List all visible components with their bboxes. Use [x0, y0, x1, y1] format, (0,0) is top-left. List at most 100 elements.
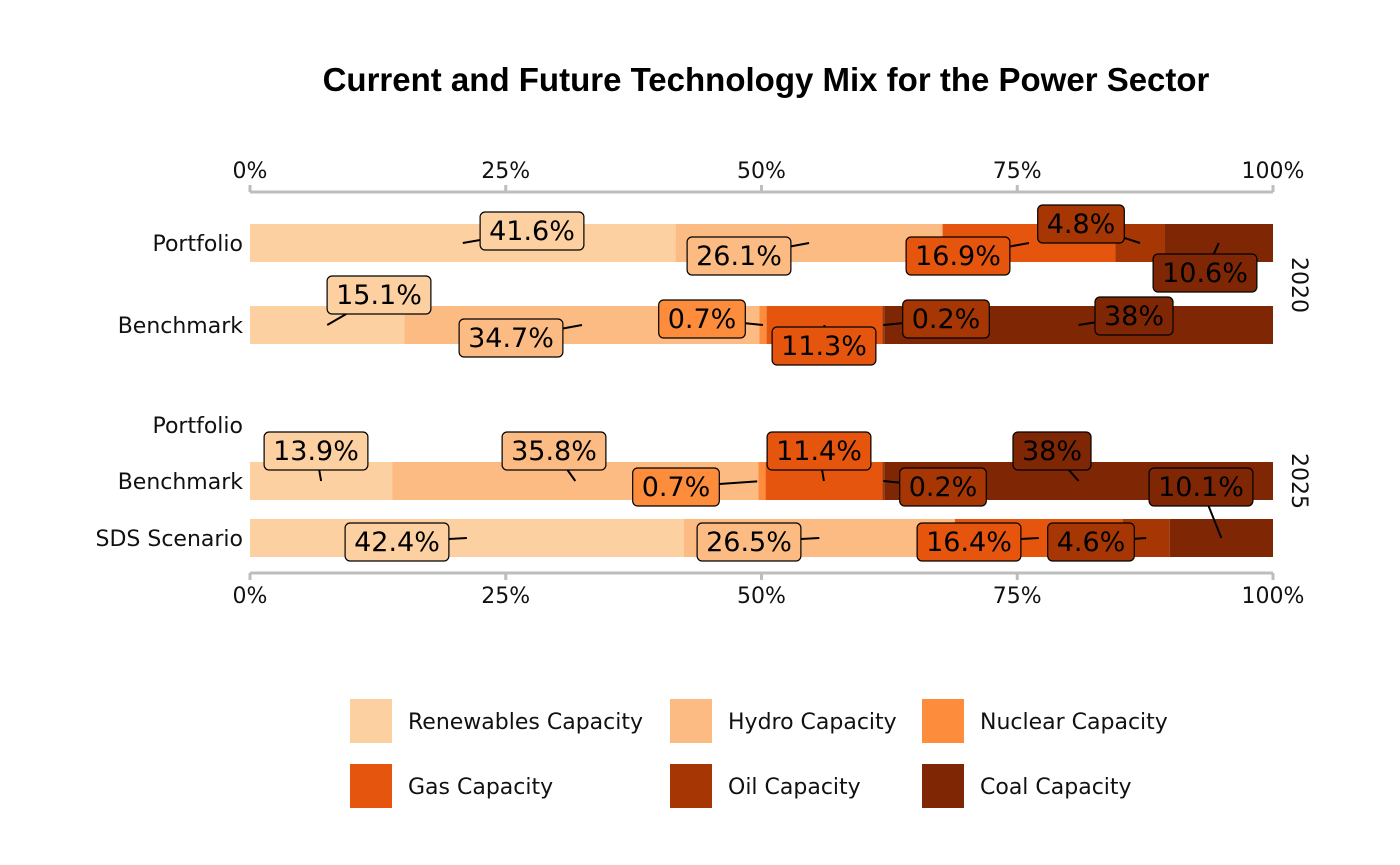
- legend-label: Nuclear Capacity: [980, 710, 1168, 735]
- data-label-box: [326, 275, 432, 315]
- data-label-text: 38%: [1022, 436, 1082, 467]
- data-label-leader: [1134, 537, 1147, 540]
- data-label-leader: [1123, 236, 1141, 244]
- axes-layer: 0% 25% 50% 75% 100% 0% 25% 50% 75% 100% 2020 Portfo…: [95, 159, 1311, 609]
- data-label-text: 10.6%: [1162, 258, 1248, 289]
- data-label-box: [458, 318, 564, 358]
- data-label-text: 16.9%: [915, 241, 1001, 272]
- data-label: 10.6%: [1152, 242, 1258, 293]
- legend-item: Oil Capacity: [670, 764, 861, 808]
- data-label-leader: [883, 480, 900, 484]
- data-label-text: 41.6%: [489, 216, 575, 247]
- data-label-leader: [566, 469, 577, 482]
- data-label-leader: [1068, 469, 1080, 482]
- data-label-box: [905, 236, 1011, 276]
- data-label-text: 38%: [1104, 301, 1164, 332]
- data-label-box: [632, 467, 720, 507]
- legend: Renewables Capacity Hydro Capacity Nuclear…: [350, 699, 1168, 808]
- legend-swatch: [922, 699, 964, 743]
- data-label-box: [766, 431, 872, 471]
- legend-item: Renewables Capacity: [350, 699, 643, 743]
- data-label-box: [344, 522, 450, 562]
- data-label-box: [771, 326, 877, 366]
- legend-label: Gas Capacity: [408, 775, 553, 800]
- data-label-text: 11.3%: [781, 331, 867, 362]
- top-axis-tick-label: 25%: [481, 159, 530, 184]
- row-label: Portfolio: [152, 414, 243, 439]
- data-labels-layer: 41.6% 26.1% 16.9% 4.8% 10.6% 15.1% 34.7% 0.7% 11…: [263, 204, 1258, 562]
- bottom-axis-tick-label: 50%: [737, 584, 786, 609]
- data-label-text: 0.2%: [909, 472, 978, 503]
- data-label-box: [916, 522, 1022, 562]
- data-label: 34.7%: [458, 318, 583, 358]
- data-label: 4.8%: [1037, 204, 1141, 244]
- data-label-leader: [883, 322, 903, 326]
- data-label: 13.9%: [263, 431, 369, 482]
- data-label-box: [479, 211, 585, 251]
- data-label-leader: [1020, 537, 1039, 541]
- data-label-text: 0.2%: [912, 304, 981, 335]
- data-label: 0.7%: [632, 467, 758, 507]
- chart-title: Current and Future Technology Mix for th…: [323, 61, 1210, 98]
- bar-segment: [758, 462, 766, 500]
- data-label: 11.4%: [766, 431, 872, 482]
- data-label-text: 11.4%: [776, 436, 862, 467]
- legend-label: Oil Capacity: [728, 775, 861, 800]
- legend-item: Nuclear Capacity: [922, 699, 1168, 743]
- data-label: 41.6%: [462, 211, 585, 251]
- data-label: 15.1%: [326, 275, 432, 326]
- facet-label: 2025: [1286, 453, 1311, 509]
- data-label-box: [263, 431, 369, 471]
- bottom-axis-tick-label: 0%: [233, 584, 268, 609]
- data-label: 26.5%: [696, 522, 820, 562]
- data-label: 11.3%: [771, 324, 877, 366]
- data-label-box: [899, 467, 987, 507]
- data-label-box: [658, 299, 746, 339]
- data-label-text: 35.8%: [511, 436, 597, 467]
- data-label-leader: [745, 322, 764, 326]
- data-label-leader: [790, 242, 810, 248]
- legend-label: Coal Capacity: [980, 775, 1132, 800]
- data-label-box: [1094, 296, 1174, 336]
- legend-swatch: [350, 699, 392, 743]
- data-label-box: [686, 236, 792, 276]
- data-label-text: 42.4%: [354, 527, 440, 558]
- data-label: 0.2%: [883, 467, 987, 507]
- data-label: 35.8%: [501, 431, 607, 482]
- data-label: 42.4%: [344, 522, 467, 562]
- row-label: SDS Scenario: [95, 527, 243, 552]
- data-label: 10.1%: [1148, 467, 1254, 539]
- data-label-leader: [1009, 242, 1030, 248]
- data-label-leader: [821, 469, 825, 482]
- data-label-text: 0.7%: [668, 304, 737, 335]
- data-label-box: [1152, 253, 1258, 293]
- data-label-text: 10.1%: [1158, 472, 1244, 503]
- data-label-text: 13.9%: [273, 436, 359, 467]
- legend-swatch: [670, 699, 712, 743]
- legend-item: Gas Capacity: [350, 764, 553, 808]
- data-label-text: 0.7%: [642, 472, 711, 503]
- data-label-box: [1148, 467, 1254, 507]
- row-label: Benchmark: [118, 314, 244, 339]
- data-label-box: [1037, 204, 1125, 244]
- data-label-box: [696, 522, 802, 562]
- data-label-leader: [326, 313, 347, 326]
- data-label-box: [1047, 522, 1135, 562]
- data-label-leader: [318, 469, 323, 482]
- bottom-axis-tick-label: 75%: [993, 584, 1042, 609]
- data-label-text: 34.7%: [468, 323, 554, 354]
- facet-label: 2020: [1286, 257, 1311, 313]
- data-label: 26.1%: [686, 236, 810, 276]
- data-label-leader: [448, 537, 467, 541]
- top-axis-tick-label: 50%: [737, 159, 786, 184]
- legend-swatch: [922, 764, 964, 808]
- data-label: 0.7%: [658, 299, 764, 339]
- row-label: Portfolio: [152, 232, 243, 257]
- legend-swatch: [350, 764, 392, 808]
- data-label: 38%: [1012, 431, 1092, 482]
- data-label: 16.9%: [905, 236, 1030, 276]
- legend-label: Renewables Capacity: [408, 710, 643, 735]
- data-label-box: [501, 431, 607, 471]
